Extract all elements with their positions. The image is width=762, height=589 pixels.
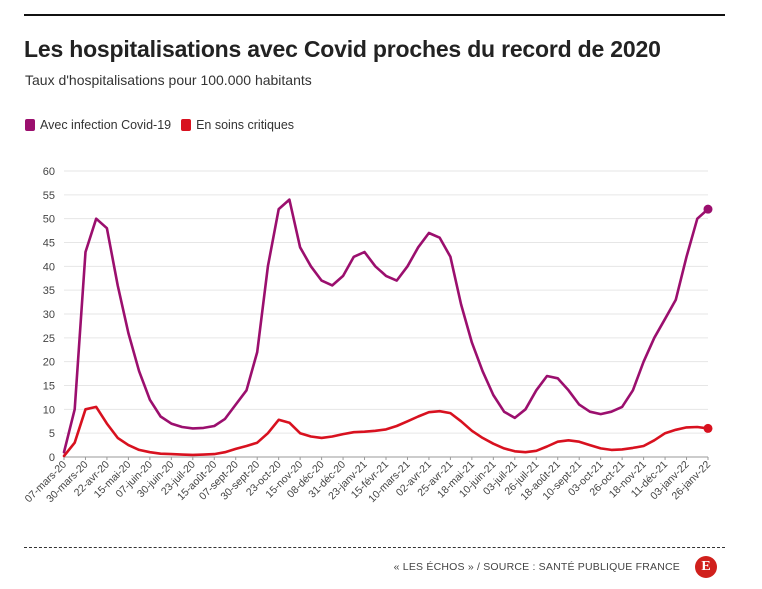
- series-line-critical: [62, 405, 710, 458]
- legend-swatch-critical: [181, 119, 192, 131]
- y-tick-label: 50: [43, 214, 55, 226]
- bottom-rule: [24, 547, 725, 548]
- y-tick-label: 20: [43, 357, 55, 369]
- end-point-covid: [703, 204, 713, 214]
- y-tick-label: 40: [43, 261, 55, 273]
- y-tick-label: 60: [43, 166, 55, 178]
- y-tick-label: 30: [43, 309, 55, 321]
- y-tick-label: 10: [43, 404, 55, 416]
- end-point-critical: [703, 423, 713, 433]
- legend-label-critical: En soins critiques: [196, 118, 295, 132]
- top-rule: [24, 14, 725, 16]
- chart-title: Les hospitalisations avec Covid proches …: [24, 36, 661, 62]
- legend-label-covid: Avec infection Covid-19: [40, 118, 172, 132]
- legend-item-covid[interactable]: Avec infection Covid-19: [25, 118, 171, 132]
- y-tick-label: 45: [43, 238, 55, 250]
- series-line-covid: [62, 198, 710, 454]
- legend-swatch-covid: [25, 119, 35, 131]
- y-tick-label: 15: [43, 381, 55, 393]
- y-tick-label: 35: [43, 285, 55, 297]
- y-tick-label: 0: [49, 452, 55, 464]
- source-credit: « LES ÉCHOS » / SOURCE : SANTÉ PUBLIQUE …: [393, 561, 680, 573]
- line-chart: 05101520253035404550556007-mars-2030-mar…: [23, 166, 714, 505]
- legend-item-critical[interactable]: En soins critiques: [181, 118, 294, 132]
- y-tick-label: 55: [43, 190, 55, 202]
- les-echos-logo: E: [695, 556, 717, 578]
- legend: Avec infection Covid-19 En soins critiqu…: [25, 118, 304, 132]
- y-tick-label: 25: [43, 333, 55, 345]
- chart-subtitle: Taux d'hospitalisations pour 100.000 hab…: [25, 72, 312, 88]
- y-tick-label: 5: [49, 428, 55, 440]
